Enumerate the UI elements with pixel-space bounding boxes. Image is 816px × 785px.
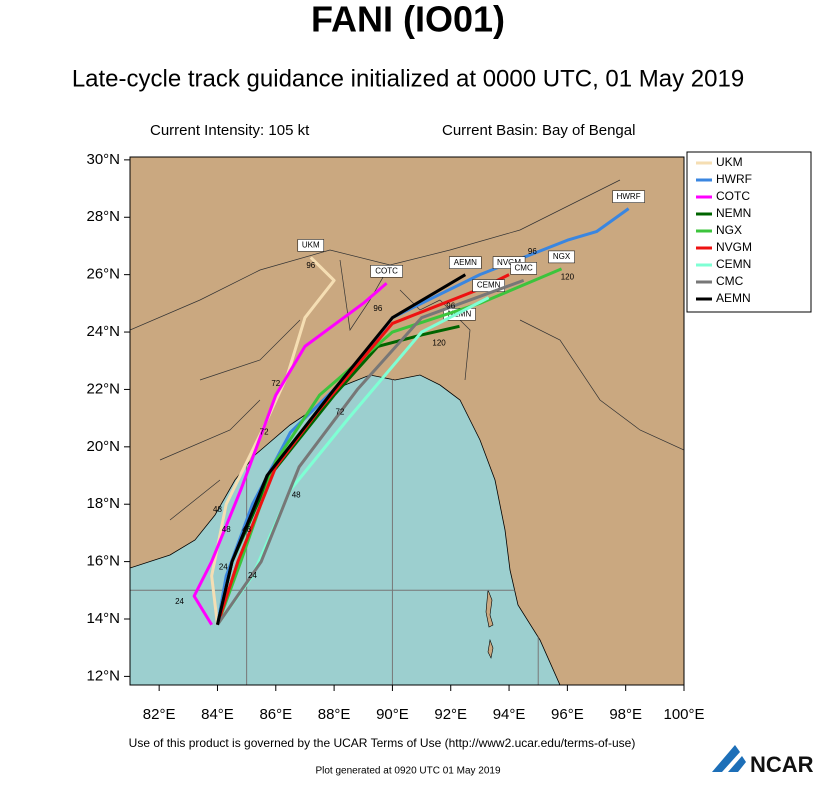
track-label-box [449,256,482,269]
x-tick-label: 88°E [318,706,351,723]
track [216,273,467,626]
hour-label: 24 [248,571,257,580]
y-tick-label: 20°N [86,438,120,455]
legend-label: CMC [716,274,744,288]
x-tick-label: 100°E [663,706,704,723]
legend-label: NVGM [716,240,752,254]
legend: UKM HWRF COTC NEMN NGX NVGM CEMN CMC AEMN [686,151,812,313]
generated: Plot generated at 0920 UTC 01 May 2019 [315,766,501,777]
hour-label: 72 [260,428,269,437]
y-tick-label: 18°N [86,495,120,512]
x-tick-label: 82°E [143,706,176,723]
hour-label: 48 [242,525,251,534]
axes: 82°E 84°E 86°E 88°E 90°E 92°E 94°E 96°E 98°E 100°… [86,151,704,723]
y-tick-label: 12°N [86,667,120,684]
track [210,256,336,625]
x-tick-label: 90°E [376,706,409,723]
borders [130,179,684,521]
plot-frame [129,156,685,686]
hour-label: 72 [271,379,280,388]
track [192,282,388,626]
y-tick-label: 26°N [86,266,120,283]
y-tick-label: 16°N [86,553,120,570]
legend-label: COTC [716,189,750,203]
subtitle: Late-cycle track guidance initialized at… [72,65,744,92]
logo: NCAR [750,752,814,777]
hour-label: 48 [222,525,231,534]
ocean [130,374,561,685]
track-label-box [548,250,575,264]
title: FANI (IO01) [311,0,505,40]
legend-label: AEMN [716,291,751,305]
y-tick-label: 14°N [86,610,120,627]
footer: Use of this product is governed by the U… [129,736,636,750]
hour-label: 48 [213,505,222,514]
hour-label: 96 [446,301,455,310]
legend-label: NEMN [716,206,751,220]
legend-label: UKM [716,155,743,169]
x-tick-label: 98°E [609,706,642,723]
track-label: COTC [375,266,398,275]
y-tick-label: 30°N [86,151,120,168]
tracks: UKMHWRFCOTCNEMNNGXNVGMCEMNCMCAEMN9672724… [175,190,645,626]
intensity: Current Intensity: 105 kt [150,122,310,139]
x-tick-label: 96°E [551,706,584,723]
legend-label: HWRF [716,172,752,186]
x-tick-label: 94°E [493,706,526,723]
x-tick-label: 86°E [259,706,292,723]
hour-label: 120 [561,273,575,282]
track-label: CEMN [477,281,501,290]
hour-label: 48 [292,491,301,500]
hour-label: 24 [175,597,184,606]
x-tick-label: 92°E [434,706,467,723]
map-area: UKMHWRFCOTCNEMNNGXNVGMCEMNCMCAEMN9672724… [130,157,684,685]
legend-label: CEMN [716,257,751,271]
hour-label: 120 [432,339,446,348]
track-label: NVGM [497,258,521,267]
logo-mark [712,745,746,772]
hour-label: 24 [219,562,228,571]
legend-label: NGX [716,223,742,237]
y-tick-label: 22°N [86,380,120,397]
hour-label: 72 [335,408,344,417]
y-tick-label: 28°N [86,208,120,225]
track-label: CMC [515,264,533,273]
basin: Current Basin: Bay of Bengal [442,122,635,139]
andaman-islands [485,589,494,659]
track-label: AEMN [454,258,477,267]
track-label-box [510,262,537,275]
track-label: NGX [553,252,571,261]
track-label-box [370,265,403,278]
x-tick-label: 84°E [201,706,234,723]
track-label: UKM [302,241,320,250]
y-tick-label: 24°N [86,323,120,340]
hour-label: 96 [306,261,315,270]
hour-label: 96 [373,304,382,313]
track [216,278,525,626]
track-label-box [612,190,645,203]
track-label: HWRF [617,192,641,201]
hour-label: 96 [528,247,537,256]
track-label-box [297,239,325,252]
